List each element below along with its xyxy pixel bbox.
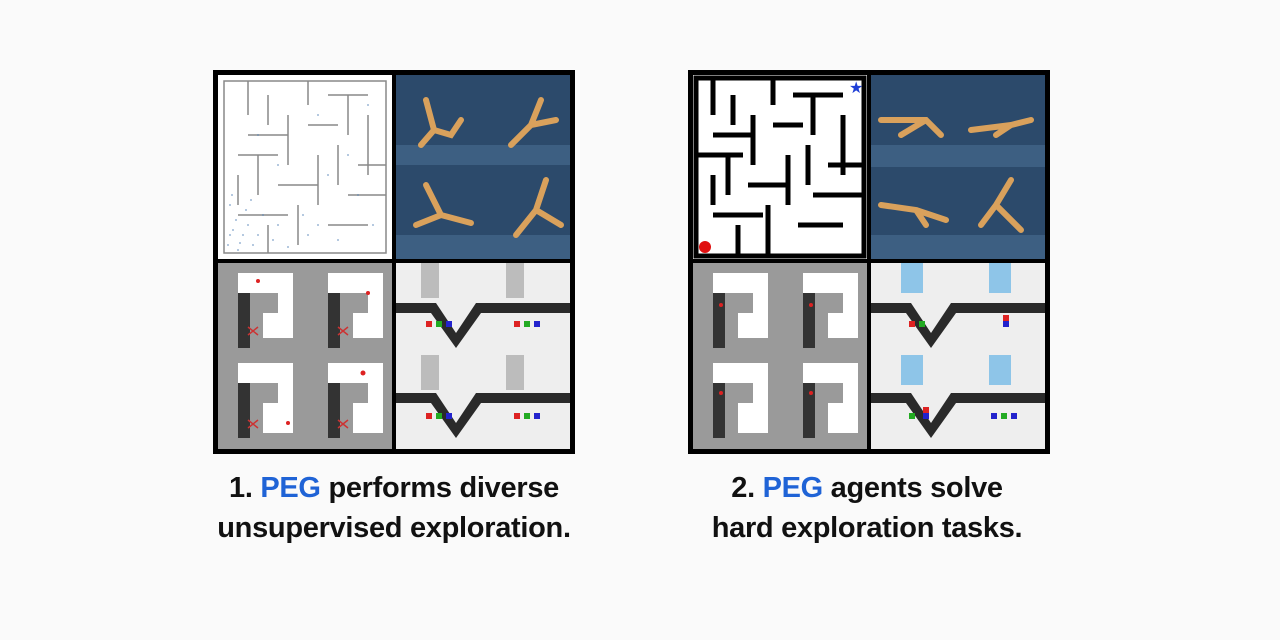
robot-arm-exploration-image [396, 263, 570, 449]
caption-rest: agents solve [822, 472, 1003, 504]
caption-line-1: 2. PEG agents solve [627, 468, 1107, 508]
caption-prefix: 1. [229, 472, 261, 504]
tasks-caption: 2. PEG agents solve hard exploration tas… [627, 468, 1107, 548]
caption-rest: performs diverse [320, 472, 559, 504]
maze-icon: ★ [693, 75, 867, 259]
robot-arm-icon [871, 263, 1045, 449]
maze-task-image: ★ [693, 75, 867, 259]
ant-maze-icon [218, 263, 392, 449]
peg-highlight: PEG [260, 472, 321, 504]
robot-arm-task-image [871, 263, 1045, 449]
goal-star-icon: ★ [849, 78, 863, 97]
ant-maze-exploration-image [218, 263, 392, 449]
robot-arm-icon [396, 263, 570, 449]
exploration-caption: 1. PEG performs diverse unsupervised exp… [154, 468, 634, 548]
maze-exploration-image [218, 75, 392, 259]
walker-icon [871, 75, 1045, 259]
caption-prefix: 2. [731, 472, 763, 504]
caption-line-2: hard exploration tasks. [711, 512, 1023, 544]
caption-line-1: 1. PEG performs diverse [154, 468, 634, 508]
peg-highlight: PEG [762, 472, 824, 504]
walker-task-image [871, 75, 1045, 259]
exploration-scatter [227, 104, 374, 251]
walker-icon [396, 75, 570, 259]
ant-maze-task-image [693, 263, 867, 449]
walker-exploration-image [396, 75, 570, 259]
tasks-panel: ★ [688, 70, 1050, 454]
ant-maze-icon [693, 263, 867, 449]
exploration-panel [213, 70, 575, 454]
caption-line-2: unsupervised exploration. [217, 512, 571, 544]
start-dot-icon [699, 241, 711, 253]
maze-icon [218, 75, 392, 259]
